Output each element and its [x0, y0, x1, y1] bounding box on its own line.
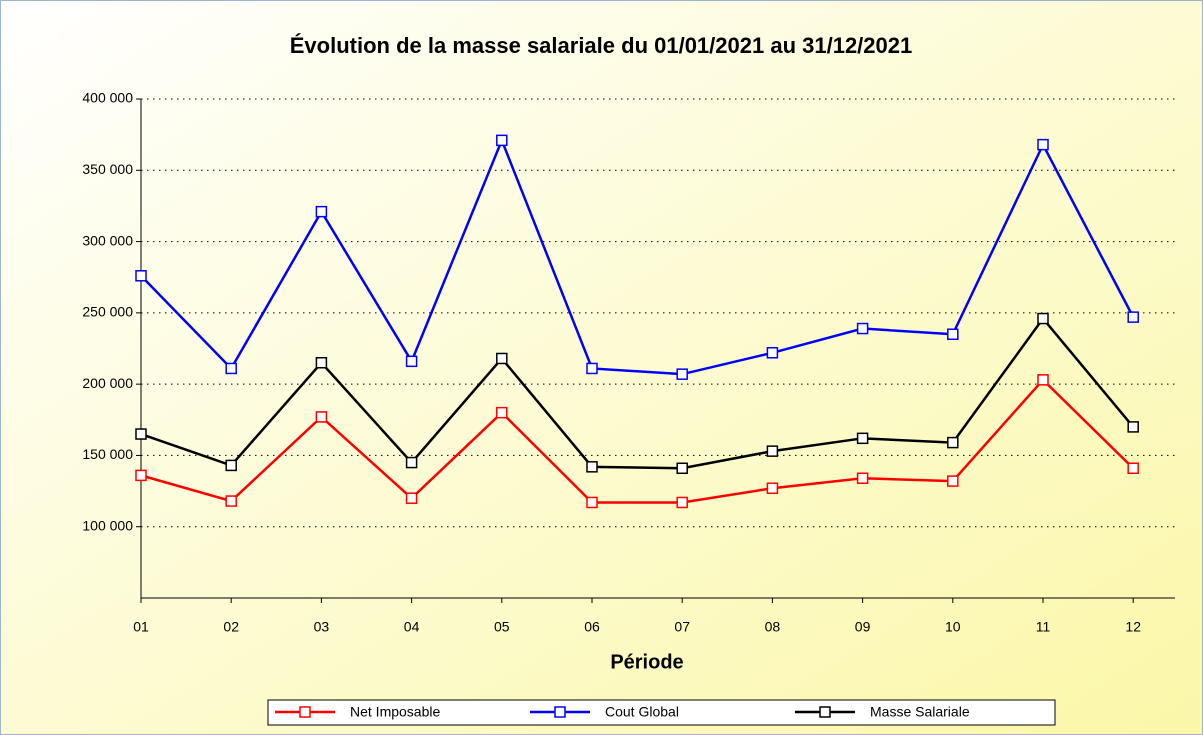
chart-title: Évolution de la masse salariale du 01/01…	[290, 33, 912, 58]
marker	[496, 352, 508, 365]
marker	[947, 436, 959, 449]
marker	[1037, 312, 1049, 325]
marker	[315, 411, 328, 423]
x-axis-label: Période	[610, 651, 683, 673]
x-tick-label: 02	[223, 619, 239, 635]
marker	[225, 459, 237, 472]
marker	[135, 469, 147, 482]
marker	[225, 362, 237, 375]
series-line	[140, 136, 1135, 376]
marker	[947, 328, 959, 340]
marker	[856, 432, 869, 445]
marker	[315, 205, 328, 218]
legend-marker	[299, 706, 311, 718]
marker	[315, 357, 328, 369]
legend-label: Masse Salariale	[870, 704, 970, 720]
marker	[405, 456, 418, 469]
marker	[135, 270, 147, 282]
y-tick-label: 400 000	[82, 90, 133, 106]
marker	[1037, 374, 1049, 386]
marker	[947, 475, 959, 487]
marker	[405, 355, 418, 368]
x-tick-label: 05	[494, 619, 510, 635]
marker	[766, 445, 779, 457]
marker	[766, 347, 779, 359]
legend-label: Cout Global	[605, 704, 679, 720]
series-line	[140, 316, 1135, 470]
x-tick-label: 06	[584, 619, 600, 635]
marker	[405, 492, 418, 504]
marker	[1127, 462, 1139, 475]
legend-label: Net Imposable	[350, 704, 440, 720]
y-tick-label: 300 000	[82, 232, 133, 248]
x-tick-label: 10	[945, 619, 961, 635]
y-tick-label: 150 000	[82, 446, 133, 462]
marker	[676, 368, 688, 380]
y-tick-label: 100 000	[82, 517, 133, 533]
marker	[1037, 138, 1049, 151]
x-tick-label: 04	[404, 619, 420, 635]
x-tick-label: 01	[133, 619, 149, 635]
marker	[496, 406, 508, 419]
marker	[586, 362, 598, 375]
marker	[496, 134, 508, 147]
x-tick-label: 09	[855, 619, 871, 635]
marker	[676, 496, 688, 509]
marker	[586, 461, 598, 473]
x-tick-label: 07	[674, 619, 690, 635]
y-tick-label: 250 000	[82, 304, 133, 320]
marker	[766, 482, 779, 494]
marker	[856, 322, 869, 335]
marker	[225, 495, 237, 507]
marker	[1127, 311, 1139, 323]
x-tick-label: 08	[765, 619, 781, 635]
y-tick-label: 200 000	[82, 375, 133, 391]
x-tick-label: 11	[1036, 619, 1051, 635]
legend	[267, 699, 1056, 726]
x-tick-label: 03	[314, 619, 330, 635]
marker	[586, 496, 598, 509]
legend-marker	[819, 706, 831, 718]
y-tick-label: 350 000	[82, 161, 133, 177]
legend-marker	[554, 706, 566, 718]
marker	[135, 428, 147, 440]
marker	[676, 462, 688, 475]
marker	[856, 472, 869, 484]
x-tick-label: 12	[1125, 619, 1141, 635]
series-line	[140, 378, 1135, 504]
marker	[1127, 421, 1139, 433]
